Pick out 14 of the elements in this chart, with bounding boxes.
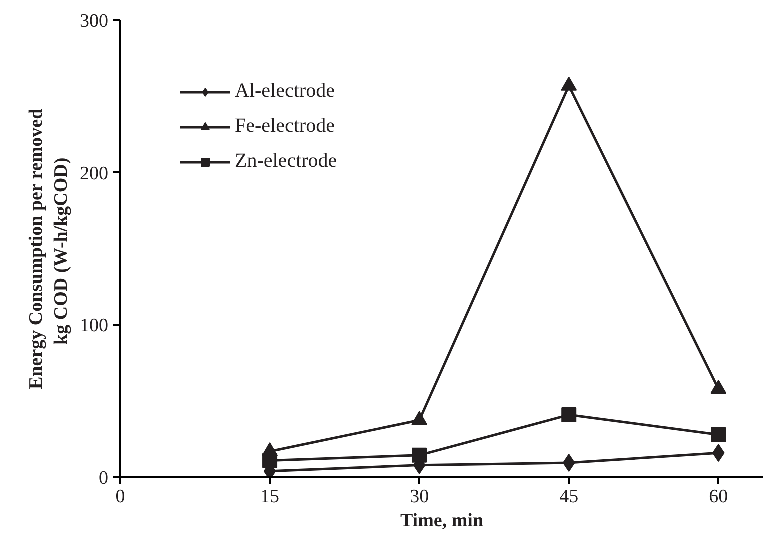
x-tick-label: 30 <box>410 486 430 508</box>
x-tick-label: 45 <box>560 486 579 508</box>
x-axis-title: Time, min <box>400 510 484 532</box>
legend-label: Al-electrode <box>235 80 335 103</box>
x-tick-label: 0 <box>116 486 126 508</box>
y-tick-label: 300 <box>80 11 108 32</box>
y-tick-label: 200 <box>80 163 108 184</box>
x-tick-label: 15 <box>260 486 280 508</box>
legend-label: Zn-electrode <box>235 150 338 173</box>
y-tick-label: 100 <box>80 316 108 337</box>
y-tick-label: 0 <box>99 468 108 489</box>
x-tick-label: 60 <box>709 486 728 508</box>
legend-label: Fe-electrode <box>235 115 335 138</box>
y-axis-title: Energy Consumption per removed kg COD (W-h/kgCOD) <box>26 108 72 390</box>
